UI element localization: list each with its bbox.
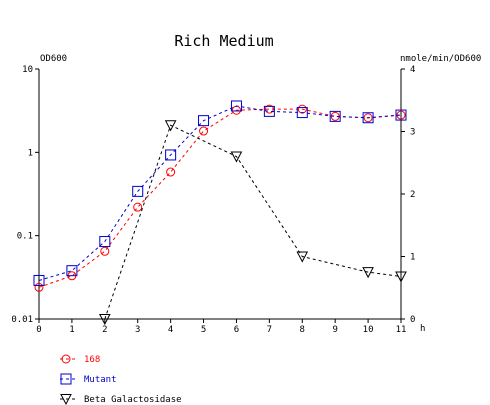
data-point-mutant	[198, 115, 210, 127]
x-tick-label: 6	[234, 325, 239, 335]
data-point-beta-galactosidase	[98, 314, 111, 326]
x-tick-label: 5	[201, 325, 206, 335]
right-y-tick-label: 1	[410, 253, 415, 263]
x-tick-label: 1	[69, 325, 74, 335]
legend-marker-mutant	[60, 373, 72, 385]
data-point-mutant	[362, 112, 374, 124]
right-y-tick-label: 4	[410, 65, 415, 75]
series-line-168	[38, 108, 402, 288]
data-point-beta-galactosidase	[230, 151, 243, 163]
data-point-168	[166, 167, 176, 177]
data-point-beta-galactosidase	[296, 251, 309, 263]
legend-item-168: 168	[60, 354, 100, 365]
data-point-168	[199, 126, 209, 136]
series-beta-galactosidase	[98, 120, 407, 326]
legend-marker-beta-galactosidase	[60, 394, 72, 405]
axis-ticks: 0 1 2 3 4 5 6 7 8 9 10 11 0.01 0.1 1 10 0 1 2 3 4	[11, 65, 415, 335]
x-tick-label: 11	[396, 325, 407, 335]
legend: 168 Mutant Beta Galactosidase	[60, 354, 182, 405]
left-y-tick-label: 0.1	[17, 232, 33, 242]
x-tick-label: 4	[168, 325, 173, 335]
chart-title: Rich Medium	[174, 32, 273, 50]
right-y-tick-label: 0	[410, 315, 415, 325]
legend-item-beta-galactosidase: Beta Galactosidase	[60, 394, 182, 405]
legend-item-mutant: Mutant	[60, 373, 117, 385]
x-axis-label: h	[420, 324, 425, 334]
series-mutant	[33, 100, 407, 286]
x-tick-label: 0	[36, 325, 41, 335]
data-point-mutant	[33, 274, 45, 286]
data-point-mutant	[329, 110, 341, 122]
data-point-168	[100, 246, 110, 256]
x-tick-label: 9	[332, 325, 337, 335]
series-line-mutant	[38, 105, 402, 281]
data-point-mutant	[66, 265, 78, 277]
data-point-168	[34, 282, 44, 292]
data-point-beta-galactosidase	[362, 267, 374, 279]
data-point-mutant	[132, 185, 144, 197]
data-point-168	[133, 202, 143, 212]
data-point-mutant	[230, 100, 242, 112]
data-point-mutant	[165, 149, 177, 161]
left-y-tick-label: 10	[22, 65, 33, 75]
x-tick-label: 2	[102, 325, 107, 335]
legend-label-168: 168	[84, 355, 100, 365]
data-point-mutant	[296, 107, 308, 119]
data-point-mutant	[263, 105, 275, 117]
data-point-mutant	[99, 236, 111, 248]
right-axis-label: nmole/min/OD600	[400, 54, 481, 64]
legend-label-mutant: Mutant	[84, 375, 117, 385]
data-point-beta-galactosidase	[164, 120, 177, 132]
data-point-mutant	[395, 109, 407, 121]
legend-marker-168	[61, 354, 71, 364]
x-tick-label: 10	[363, 325, 374, 335]
x-tick-label: 3	[135, 325, 140, 335]
series-layer	[33, 100, 407, 326]
series-line-beta-galactosidase	[104, 124, 402, 320]
legend-label-beta-galactosidase: Beta Galactosidase	[84, 395, 182, 405]
right-y-tick-label: 2	[410, 190, 415, 200]
data-point-beta-galactosidase	[395, 271, 407, 283]
x-tick-label: 8	[300, 325, 305, 335]
x-tick-label: 7	[267, 325, 272, 335]
series-168	[34, 104, 406, 292]
left-y-tick-label: 0.01	[11, 315, 33, 325]
data-point-168	[297, 104, 307, 114]
data-point-168	[363, 113, 373, 123]
left-y-tick-label: 1	[28, 148, 33, 158]
data-point-168	[264, 104, 274, 114]
right-y-tick-label: 3	[410, 128, 415, 138]
left-axis-label: OD600	[40, 54, 67, 64]
